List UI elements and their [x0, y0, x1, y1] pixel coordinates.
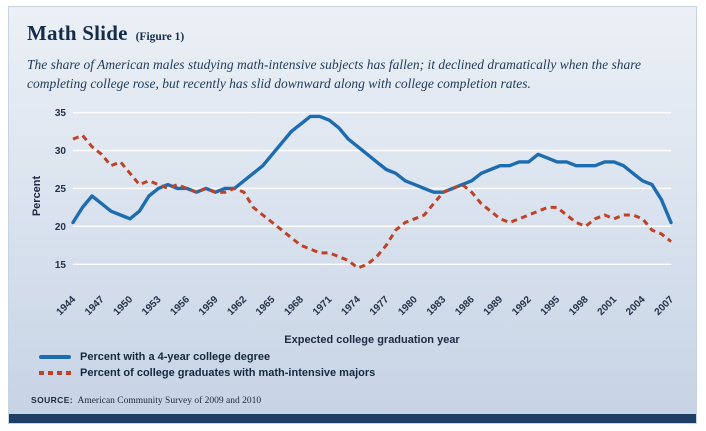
svg-text:1950: 1950: [112, 294, 136, 318]
svg-text:1992: 1992: [510, 294, 534, 318]
svg-text:1971: 1971: [311, 294, 335, 318]
svg-text:1977: 1977: [368, 294, 392, 318]
legend-label-math: Percent of college graduates with math-i…: [80, 367, 376, 380]
source-label: SOURCE:: [31, 395, 73, 406]
svg-text:1947: 1947: [83, 294, 107, 318]
svg-text:1965: 1965: [254, 294, 278, 318]
svg-text:1989: 1989: [482, 294, 506, 318]
svg-text:2007: 2007: [653, 294, 677, 318]
header: Math Slide (Figure 1): [27, 21, 678, 46]
figure-panel: Math Slide (Figure 1) The share of Ameri…: [8, 6, 697, 424]
page-title: Math Slide: [27, 21, 128, 45]
svg-text:1983: 1983: [425, 294, 449, 318]
svg-text:1959: 1959: [197, 294, 221, 318]
svg-text:1998: 1998: [567, 294, 591, 318]
svg-text:Percent: Percent: [31, 176, 43, 217]
dashed-line-swatch-icon: [39, 371, 71, 376]
svg-text:2004: 2004: [624, 294, 648, 318]
svg-text:20: 20: [55, 222, 67, 233]
source-line: SOURCE: American Community Survey of 200…: [31, 390, 678, 408]
chart-area: 15 20 25 30 35 1944 1947 1950 1953 1956 1959 1962 19…: [27, 97, 678, 349]
svg-text:1995: 1995: [539, 294, 563, 318]
source-text: American Community Survey of 2009 and 20…: [77, 396, 262, 407]
figure-subtitle: The share of American males studying mat…: [27, 57, 642, 92]
legend-item-degree: Percent with a 4-year college degree: [39, 349, 678, 365]
svg-text:2001: 2001: [596, 294, 620, 318]
svg-text:1986: 1986: [453, 294, 477, 318]
svg-text:30: 30: [55, 146, 67, 157]
bottom-accent-bar: [9, 414, 696, 423]
svg-text:1980: 1980: [396, 294, 420, 318]
svg-text:25: 25: [55, 184, 67, 195]
solid-line-swatch-icon: [39, 355, 71, 360]
svg-text:1974: 1974: [339, 294, 363, 318]
figure-label: (Figure 1): [135, 31, 185, 43]
svg-text:1968: 1968: [282, 294, 306, 318]
svg-text:15: 15: [55, 260, 67, 271]
svg-text:1953: 1953: [140, 294, 164, 318]
svg-text:Expected college graduation ye: Expected college graduation year: [284, 334, 460, 346]
legend-item-math: Percent of college graduates with math-i…: [39, 365, 678, 381]
svg-text:35: 35: [55, 108, 67, 119]
svg-text:1956: 1956: [169, 294, 193, 318]
chart-legend: Percent with a 4-year college degree Per…: [39, 349, 678, 381]
legend-label-degree: Percent with a 4-year college degree: [80, 351, 271, 364]
svg-text:1944: 1944: [55, 294, 79, 318]
svg-text:1962: 1962: [226, 294, 250, 318]
